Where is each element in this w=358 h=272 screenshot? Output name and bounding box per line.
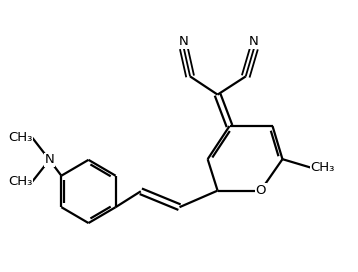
Text: CH₃: CH₃ xyxy=(8,175,32,188)
Text: CH₃: CH₃ xyxy=(8,131,32,144)
Text: N: N xyxy=(179,35,189,48)
Text: O: O xyxy=(255,184,266,197)
Text: N: N xyxy=(249,35,259,48)
Text: CH₃: CH₃ xyxy=(310,161,335,174)
Text: N: N xyxy=(44,153,54,166)
